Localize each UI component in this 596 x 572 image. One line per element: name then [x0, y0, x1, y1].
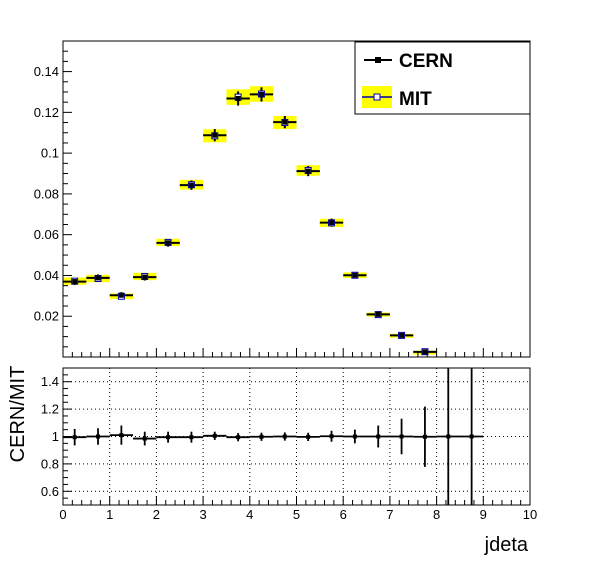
y-tick-label: 0.02 — [34, 309, 59, 324]
main-panel: 0.02 0.04 0.06 0.08 0.1 0.12 0.14 — [34, 40, 531, 358]
legend: CERN MIT — [354, 41, 531, 115]
cern-point — [375, 311, 381, 317]
ratio-point — [72, 435, 77, 440]
ratio-x-tick-label: 0 — [59, 507, 66, 522]
cern-point — [212, 132, 218, 138]
ratio-point — [282, 434, 287, 439]
ratio-point — [446, 434, 451, 439]
ratio-point — [166, 435, 171, 440]
ratio-x-tick-label: 7 — [386, 507, 393, 522]
legend-cern-label: CERN — [399, 51, 453, 72]
cern-point — [95, 275, 101, 281]
ratio-point — [399, 434, 404, 439]
cern-point — [72, 279, 78, 285]
legend-cern-marker — [375, 57, 381, 63]
y-tick-label: 0.1 — [41, 146, 59, 161]
legend-mit-label: MIT — [399, 89, 432, 110]
ratio-point — [422, 434, 427, 439]
ratio-point — [236, 435, 241, 440]
cern-point — [352, 272, 358, 278]
cern-point — [188, 182, 194, 188]
ratio-x-tick-label: 1 — [106, 507, 113, 522]
ratio-point — [119, 433, 124, 438]
ratio-y-tick-label: 0.6 — [41, 484, 59, 499]
ratio-panel: 0.6 0.8 1 1.2 1.4 0 1 2 3 4 5 6 7 8 9 10 — [41, 367, 537, 522]
ratio-point — [259, 434, 264, 439]
cern-point — [282, 119, 288, 125]
ratio-point — [96, 434, 101, 439]
ratio-x-tick-label: 2 — [153, 507, 160, 522]
cern-point — [399, 332, 405, 338]
ratio-point — [189, 435, 194, 440]
cern-point — [329, 220, 335, 226]
y-tick-label: 0.08 — [34, 186, 59, 201]
cern-point — [258, 91, 264, 97]
ratio-point — [376, 434, 381, 439]
ratio-y-tick-label: 0.8 — [41, 456, 59, 471]
y-tick-label: 0.06 — [34, 227, 59, 242]
cern-point — [165, 240, 171, 246]
cern-point — [118, 292, 124, 298]
ratio-x-tick-label: 4 — [246, 507, 253, 522]
y-axis-title-ratio: CERN/MIT — [7, 366, 29, 463]
ratio-x-tick-label: 3 — [199, 507, 206, 522]
ratio-point — [142, 436, 147, 441]
ratio-point — [306, 434, 311, 439]
cern-point — [235, 95, 241, 101]
legend-mit-marker — [373, 93, 381, 101]
y-tick-label: 0.04 — [34, 268, 59, 283]
ratio-x-tick-label: 8 — [433, 507, 440, 522]
ratio-point — [329, 434, 334, 439]
ratio-x-tick-label: 9 — [480, 507, 487, 522]
ratio-x-tick-label: 5 — [293, 507, 300, 522]
ratio-x-tick-label: 6 — [340, 507, 347, 522]
x-axis-title: jdeta — [484, 534, 529, 556]
ratio-x-tick-label: 10 — [523, 507, 537, 522]
ratio-y-tick-label: 1.4 — [41, 374, 59, 389]
ratio-point — [352, 434, 357, 439]
cern-point — [305, 168, 311, 174]
ratio-point — [469, 434, 474, 439]
y-tick-label: 0.14 — [34, 64, 59, 79]
cern-point — [422, 349, 428, 355]
cern-point — [142, 274, 148, 280]
ratio-y-tick-label: 1.2 — [41, 402, 59, 417]
ratio-point — [212, 433, 217, 438]
y-tick-label: 0.12 — [34, 105, 59, 120]
ratio-y-tick-label: 1 — [52, 429, 59, 444]
